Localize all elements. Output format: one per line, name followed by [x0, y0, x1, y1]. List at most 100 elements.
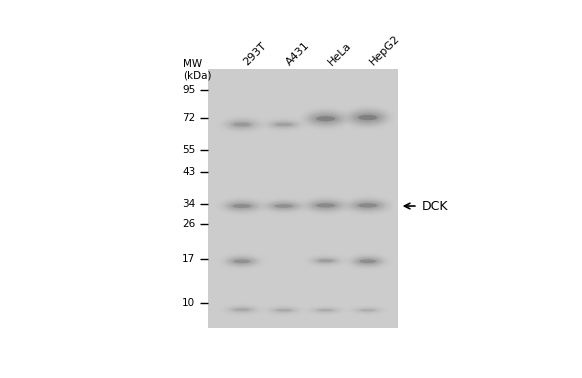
Ellipse shape: [233, 122, 250, 127]
Ellipse shape: [233, 259, 251, 263]
Bar: [208, 69, 398, 328]
Ellipse shape: [318, 259, 333, 262]
Ellipse shape: [272, 203, 296, 209]
Ellipse shape: [307, 199, 344, 212]
Ellipse shape: [349, 199, 386, 212]
Ellipse shape: [356, 202, 380, 209]
Ellipse shape: [318, 309, 333, 311]
Text: 43: 43: [182, 167, 196, 177]
Ellipse shape: [345, 108, 390, 127]
Ellipse shape: [228, 257, 256, 266]
Ellipse shape: [274, 308, 293, 312]
Ellipse shape: [225, 119, 258, 130]
Text: 95: 95: [182, 85, 196, 96]
Text: HeLa: HeLa: [326, 40, 353, 67]
Ellipse shape: [221, 198, 263, 214]
Ellipse shape: [233, 122, 251, 127]
Ellipse shape: [223, 118, 260, 131]
Ellipse shape: [313, 257, 339, 264]
Ellipse shape: [317, 116, 335, 121]
Ellipse shape: [360, 309, 375, 311]
Ellipse shape: [353, 112, 382, 123]
Ellipse shape: [352, 200, 384, 211]
Ellipse shape: [264, 200, 303, 212]
Text: 55: 55: [182, 145, 196, 155]
Text: DCK: DCK: [421, 200, 448, 212]
Ellipse shape: [357, 115, 378, 121]
Ellipse shape: [343, 197, 392, 214]
Ellipse shape: [271, 121, 297, 128]
Ellipse shape: [229, 258, 254, 265]
Ellipse shape: [226, 256, 258, 266]
Ellipse shape: [307, 112, 344, 126]
Ellipse shape: [357, 259, 378, 264]
Ellipse shape: [233, 204, 251, 208]
Ellipse shape: [311, 257, 340, 265]
Ellipse shape: [275, 123, 293, 126]
Ellipse shape: [314, 202, 338, 209]
Ellipse shape: [356, 258, 380, 265]
Ellipse shape: [315, 116, 336, 121]
Text: 34: 34: [182, 199, 196, 209]
Text: 72: 72: [182, 113, 196, 123]
Ellipse shape: [270, 202, 297, 210]
Ellipse shape: [352, 256, 384, 266]
Ellipse shape: [230, 307, 254, 312]
Ellipse shape: [350, 255, 385, 268]
Ellipse shape: [231, 121, 253, 128]
Ellipse shape: [316, 259, 336, 263]
Ellipse shape: [318, 259, 334, 262]
Ellipse shape: [267, 201, 301, 211]
Ellipse shape: [301, 197, 350, 214]
Ellipse shape: [356, 113, 380, 122]
Ellipse shape: [357, 203, 378, 208]
Ellipse shape: [227, 120, 257, 129]
Ellipse shape: [352, 111, 384, 124]
Ellipse shape: [231, 259, 253, 264]
Text: 293T: 293T: [242, 40, 269, 67]
Ellipse shape: [276, 309, 292, 311]
Ellipse shape: [347, 109, 388, 126]
Ellipse shape: [345, 198, 390, 213]
Ellipse shape: [230, 203, 254, 209]
Ellipse shape: [353, 201, 382, 210]
Ellipse shape: [311, 114, 340, 124]
Text: HepG2: HepG2: [368, 33, 402, 67]
Ellipse shape: [343, 107, 392, 129]
Ellipse shape: [303, 198, 348, 213]
Ellipse shape: [349, 254, 387, 268]
Text: A431: A431: [284, 40, 311, 67]
Ellipse shape: [268, 201, 299, 211]
Text: 17: 17: [182, 254, 196, 264]
Ellipse shape: [301, 108, 350, 129]
Ellipse shape: [222, 254, 261, 268]
Ellipse shape: [359, 203, 377, 208]
Ellipse shape: [222, 200, 261, 212]
Ellipse shape: [311, 201, 340, 210]
Ellipse shape: [269, 121, 299, 129]
Ellipse shape: [303, 109, 348, 128]
Ellipse shape: [276, 309, 291, 311]
Ellipse shape: [229, 121, 255, 129]
Ellipse shape: [232, 204, 251, 208]
Ellipse shape: [275, 204, 293, 208]
Ellipse shape: [314, 115, 338, 122]
Ellipse shape: [310, 113, 342, 125]
Ellipse shape: [226, 201, 257, 211]
Ellipse shape: [360, 309, 375, 311]
Ellipse shape: [359, 259, 377, 263]
Ellipse shape: [274, 204, 293, 208]
Ellipse shape: [262, 199, 306, 213]
Ellipse shape: [310, 200, 342, 211]
Ellipse shape: [233, 308, 250, 311]
Ellipse shape: [347, 198, 388, 212]
Text: 26: 26: [182, 219, 196, 229]
Ellipse shape: [232, 308, 252, 312]
Ellipse shape: [228, 202, 255, 210]
Ellipse shape: [267, 120, 300, 129]
Text: (kDa): (kDa): [183, 71, 212, 81]
Ellipse shape: [354, 257, 382, 266]
Ellipse shape: [224, 255, 260, 268]
Ellipse shape: [234, 308, 250, 311]
Ellipse shape: [359, 115, 377, 120]
